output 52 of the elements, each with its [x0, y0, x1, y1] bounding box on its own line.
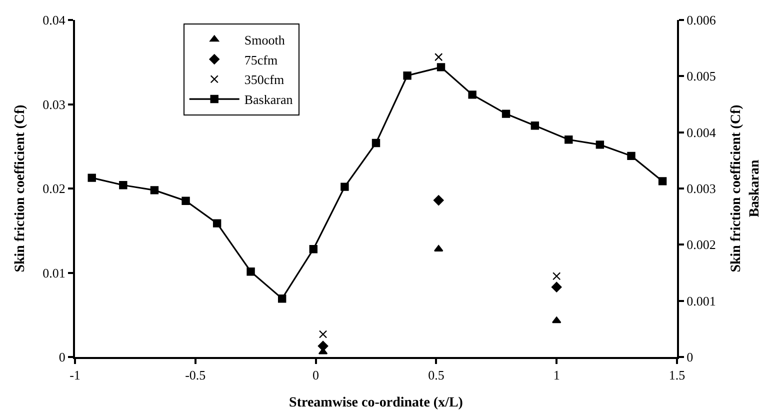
point: [530, 121, 540, 130]
x-tick-label: 1.5: [668, 368, 686, 383]
point: [552, 272, 561, 280]
y2-tick-label: 0.002: [686, 237, 716, 252]
y2-tick-label: 0.001: [686, 293, 716, 308]
point: [212, 219, 222, 228]
point: [278, 294, 286, 303]
point: [658, 177, 667, 186]
legend-label: Baskaran: [244, 92, 294, 108]
point: [403, 72, 412, 80]
y-axis-title: Skin friction coefficient (Cf): [12, 104, 28, 272]
point: [596, 140, 604, 149]
legend-label: 350cfm: [244, 72, 284, 88]
x-tick-label: 1: [553, 368, 560, 383]
x-tick-label: 0.5: [428, 368, 444, 383]
y2-tick-label: 0: [686, 350, 694, 365]
y-tick-label: 0: [58, 350, 66, 365]
point: [309, 245, 318, 254]
y-tick-label: 0.04: [42, 12, 66, 28]
point: [246, 268, 255, 276]
legend-label: 75cfm: [244, 52, 278, 68]
point: [434, 245, 444, 252]
legend-label: Smooth: [244, 32, 286, 48]
point: [433, 195, 444, 206]
y2-tick-label: 0.003: [686, 181, 716, 196]
x-tick-label: -0.5: [185, 368, 206, 383]
y2-axis-title: Skin friction coefficient (Cf) Baskaran: [729, 104, 762, 272]
point: [564, 136, 573, 144]
point: [182, 196, 190, 205]
point: [372, 138, 380, 148]
point: [119, 181, 128, 190]
x-axis-title: Streamwise co-ordinate (x/L): [289, 395, 464, 410]
y2-tick-label: 0.006: [686, 12, 716, 28]
y-tick-label: 0.02: [42, 181, 66, 196]
x-tick-label: 0: [312, 368, 320, 383]
y-tick-label: 0.01: [42, 265, 66, 280]
point: [340, 182, 349, 191]
y2-tick-label: 0.005: [686, 68, 716, 84]
point: [318, 330, 328, 338]
point: [502, 110, 510, 118]
point: [552, 316, 562, 324]
point: [436, 63, 446, 72]
x-tick-label: -1: [70, 368, 80, 383]
point: [88, 174, 96, 182]
point: [468, 90, 476, 99]
y2-tick-label: 0.004: [686, 124, 716, 140]
point: [434, 52, 443, 62]
point: [150, 186, 159, 194]
point: [627, 152, 636, 160]
y-tick-label: 0.03: [42, 96, 66, 112]
point: [318, 340, 328, 352]
point: [551, 282, 562, 292]
